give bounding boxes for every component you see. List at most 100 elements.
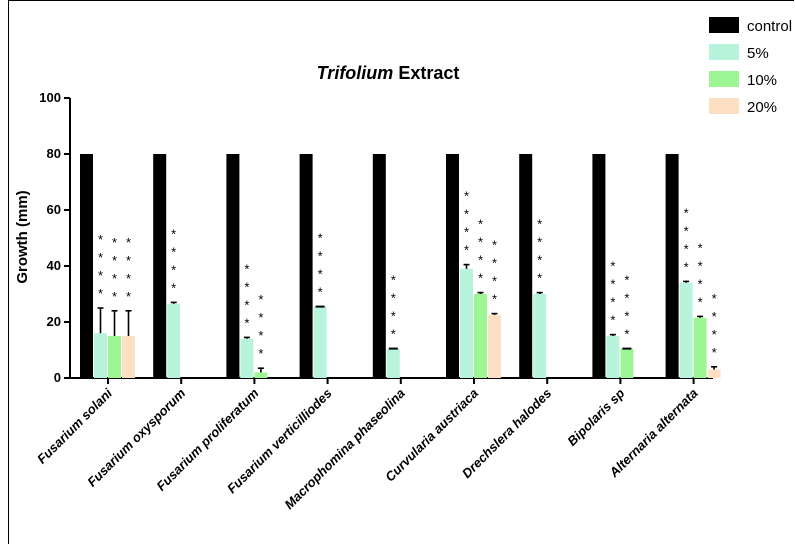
significance-star: * (464, 189, 469, 204)
legend-swatch (709, 44, 739, 60)
bar (592, 154, 606, 378)
significance-star: * (684, 259, 689, 274)
significance-star: * (492, 256, 497, 271)
significance-star: * (684, 205, 689, 220)
legend-label: 5% (747, 45, 769, 62)
significance-star: * (126, 271, 131, 286)
significance-star: * (537, 217, 542, 232)
chart-title-rest: Extract (393, 63, 459, 83)
bar (108, 336, 121, 378)
significance-star: * (126, 289, 131, 304)
significance-star: * (712, 309, 717, 324)
significance-star: * (537, 271, 542, 286)
significance-star: * (464, 243, 469, 258)
x-category-label: Fusarium solani (34, 385, 115, 466)
bar (533, 294, 547, 378)
significance-star: * (318, 231, 323, 246)
significance-star: * (464, 225, 469, 240)
x-category-label: Bipolaris sp (564, 385, 627, 448)
significance-star: * (318, 267, 323, 282)
significance-star: * (98, 268, 103, 283)
significance-star: * (464, 207, 469, 222)
significance-star: * (258, 328, 263, 343)
significance-star: * (537, 235, 542, 250)
y-tick-label: 100 (39, 90, 61, 105)
bar (620, 348, 634, 378)
significance-star: * (171, 226, 176, 241)
significance-star: * (171, 280, 176, 295)
significance-star: * (478, 235, 483, 250)
chart-title: Trifolium Extract (317, 63, 460, 83)
significance-star: * (171, 262, 176, 277)
bar (254, 372, 268, 378)
chart-frame (8, 0, 794, 544)
significance-star: * (624, 291, 629, 306)
significance-star: * (478, 271, 483, 286)
significance-star: * (98, 232, 103, 247)
significance-star: * (712, 345, 717, 360)
bar (94, 333, 107, 378)
y-tick-label: 60 (47, 202, 61, 217)
significance-star: * (684, 223, 689, 238)
significance-star: * (698, 240, 703, 255)
significance-star: * (244, 315, 249, 330)
significance-star: * (318, 249, 323, 264)
bar (122, 336, 135, 378)
y-tick-label: 40 (47, 258, 61, 273)
legend-label: 20% (747, 99, 777, 116)
significance-star: * (258, 346, 263, 361)
y-tick-label: 80 (47, 146, 61, 161)
bar (693, 317, 707, 378)
bar (372, 154, 386, 378)
significance-star: * (98, 250, 103, 265)
significance-star: * (478, 217, 483, 232)
bar (167, 303, 181, 378)
significance-star: * (492, 238, 497, 253)
bar (80, 154, 93, 378)
x-category-label: Macrophomina phaseolina (281, 386, 408, 513)
significance-star: * (318, 285, 323, 300)
significance-star: * (112, 253, 117, 268)
significance-star: * (244, 279, 249, 294)
significance-star: * (610, 259, 615, 274)
significance-star: * (391, 291, 396, 306)
significance-star: * (492, 292, 497, 307)
significance-star: * (698, 276, 703, 291)
bar (707, 369, 721, 378)
significance-star: * (244, 261, 249, 276)
significance-star: * (684, 241, 689, 256)
significance-star: * (126, 235, 131, 250)
bar (153, 154, 167, 378)
bar (313, 306, 327, 378)
legend-swatch (709, 98, 739, 114)
legend-label: 10% (747, 72, 777, 89)
significance-star: * (624, 327, 629, 342)
significance-star: * (610, 313, 615, 328)
significance-star: * (98, 286, 103, 301)
significance-star: * (712, 327, 717, 342)
bar (665, 154, 679, 378)
significance-star: * (698, 258, 703, 273)
legend-swatch (709, 17, 739, 33)
bars (80, 154, 721, 378)
significance-star: * (610, 277, 615, 292)
significance-star: * (258, 310, 263, 325)
legend-swatch (709, 71, 739, 87)
bar (226, 154, 240, 378)
significance-star: * (712, 291, 717, 306)
bar (240, 338, 254, 378)
y-axis-label: Growth (mm) (14, 190, 31, 283)
bar (460, 268, 473, 378)
legend-label: control (747, 18, 792, 35)
significance-star: * (258, 292, 263, 307)
significance-star: * (624, 309, 629, 324)
bar (446, 154, 459, 378)
y-tick-label: 20 (47, 314, 61, 329)
significance-star: * (610, 295, 615, 310)
significance-star: * (112, 271, 117, 286)
significance-star: * (537, 253, 542, 268)
significance-star: * (391, 327, 396, 342)
bar (679, 282, 693, 378)
